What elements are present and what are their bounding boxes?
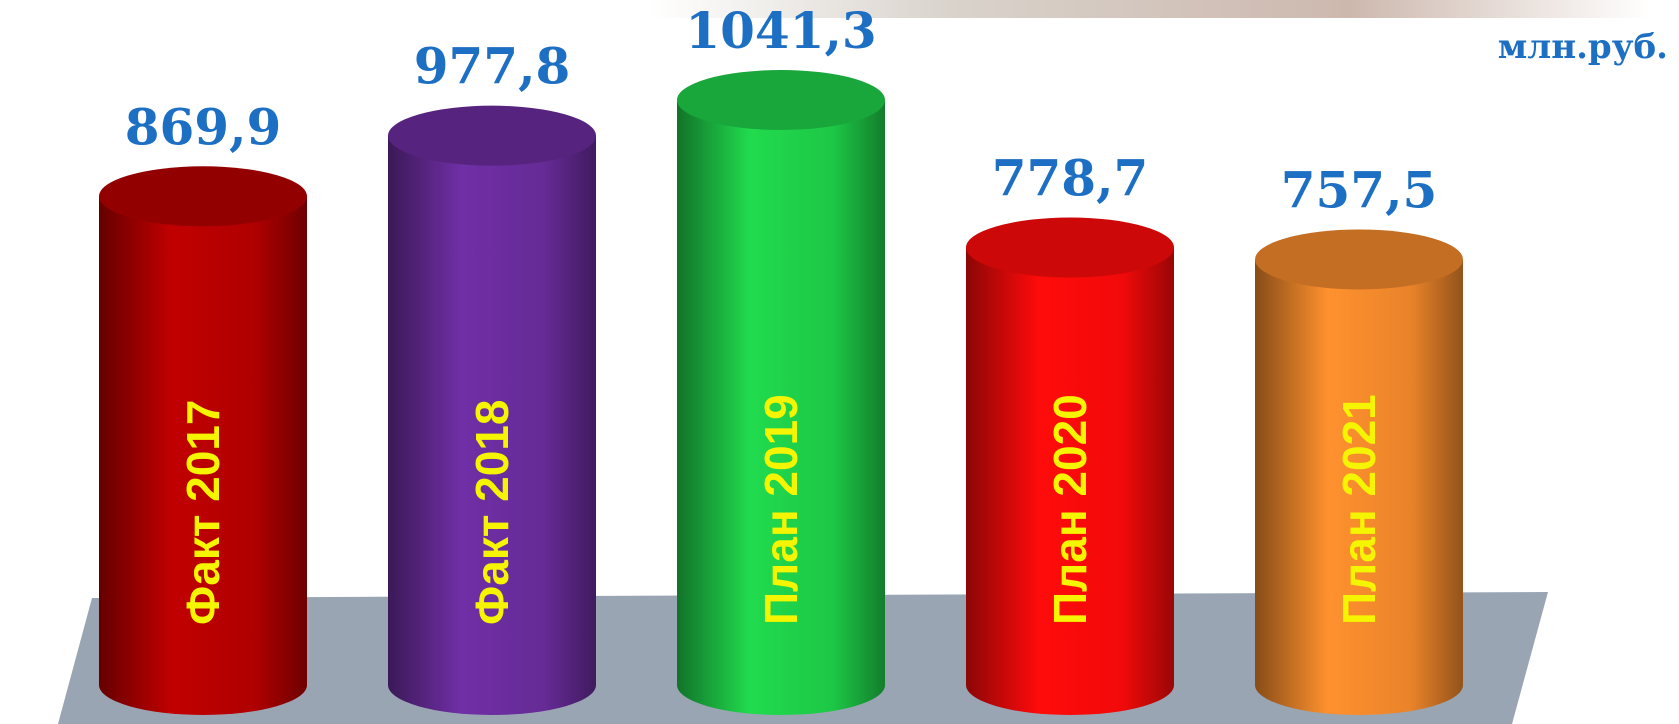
category-label: План 2020: [1044, 394, 1096, 625]
bar-top: [388, 106, 596, 166]
category-label: Факт 2017: [177, 399, 229, 625]
value-label: 757,5: [1281, 160, 1438, 219]
category-label: План 2019: [755, 394, 807, 625]
category-label: План 2021: [1333, 394, 1385, 625]
value-label: 869,9: [125, 97, 282, 156]
bar-top: [1255, 229, 1463, 289]
bar-top: [99, 166, 307, 226]
unit-label: млн.руб.: [1498, 27, 1668, 67]
bar-top: [677, 70, 885, 130]
bar-top: [966, 218, 1174, 278]
value-label: 778,7: [992, 149, 1149, 208]
chart: млн.руб. 869,9 Факт 2017 977,8 Факт 2018 104…: [0, 0, 1679, 724]
value-label: 1041,3: [685, 1, 876, 60]
value-label: 977,8: [414, 37, 571, 96]
category-label: Факт 2018: [466, 399, 518, 625]
